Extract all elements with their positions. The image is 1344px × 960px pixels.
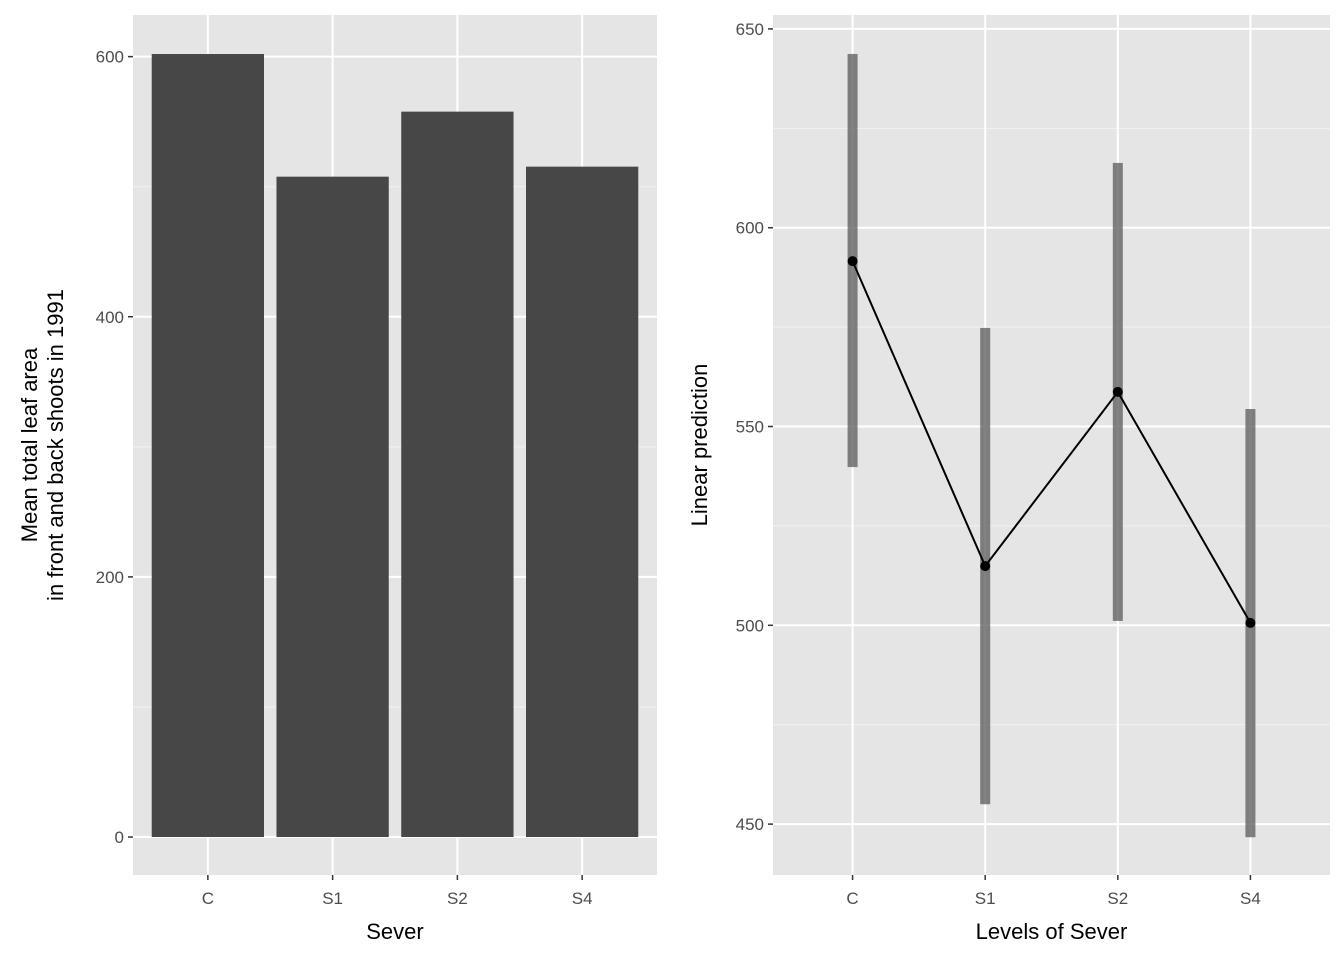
x-tick-label: C [202,889,214,908]
bar-S4 [526,166,639,838]
bar-C [151,54,264,838]
point-S4 [1245,617,1256,628]
panel-1: 0 200 400 600 C S1 S2 S4 Sever Mean total leaf ar… [17,15,657,944]
y-tick-label: 400 [96,308,124,327]
panel-2: 450 500 550 600 650 C S1 S2 S4 Levels of Sever Lin… [687,15,1330,944]
y-tick-label: 450 [736,815,764,834]
y-axis-title: Linear prediction [687,364,712,527]
x-axis-title: Sever [366,919,423,944]
x-axis-title: Levels of Sever [976,919,1128,944]
bar-S1 [276,176,389,838]
x-tick-label: S2 [1107,889,1128,908]
x-tick-label: S4 [572,889,593,908]
point-S2 [1112,386,1123,397]
y-tick-label: 500 [736,616,764,635]
prediction-line [851,260,1252,624]
plot-background [773,15,1330,875]
point-S1 [980,561,991,572]
y-tick-label: 550 [736,418,764,437]
x-tick-label: S4 [1240,889,1261,908]
y-axis-title-line: Mean total leaf area [17,347,42,542]
point-C [847,256,858,267]
y-tick-label: 650 [736,20,764,39]
x-tick-label: C [846,889,858,908]
y-tick-label: 600 [96,48,124,67]
x-tick-label: S1 [975,889,996,908]
x-tick-label: S2 [447,889,468,908]
y-tick-label: 0 [115,828,124,847]
y-tick-label: 200 [96,568,124,587]
x-tick-label: S1 [322,889,343,908]
y-axis-title: Mean total leaf areain front and back sh… [17,289,68,601]
y-axis-title-line: in front and back shoots in 1991 [43,289,68,601]
bar-S2 [401,111,514,838]
y-tick-label: 600 [736,219,764,238]
